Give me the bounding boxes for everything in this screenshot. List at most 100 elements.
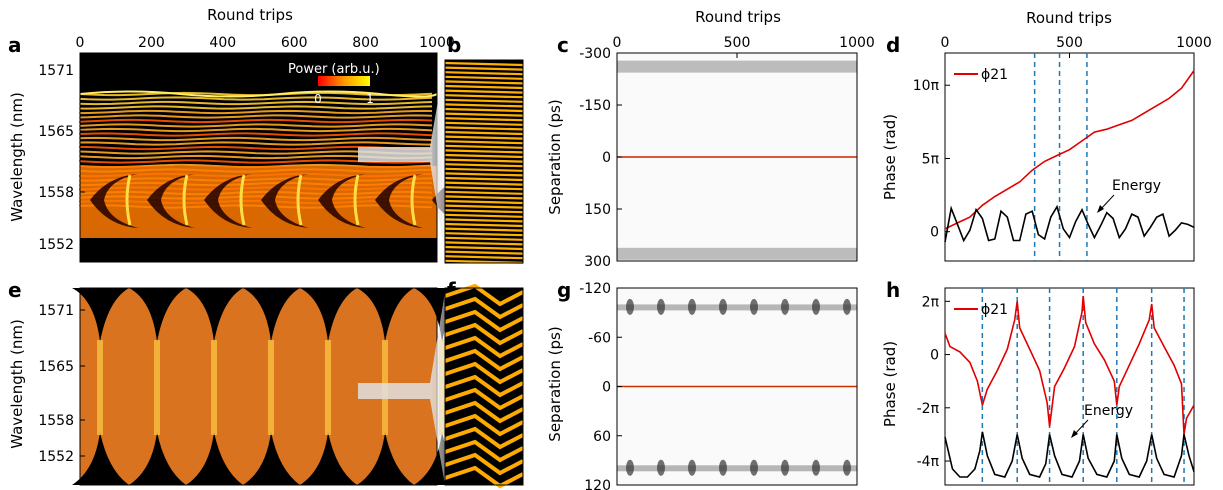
panel-b-fringe-31	[444, 204, 524, 209]
panel-b-fringe-2	[444, 71, 524, 76]
panel-e-ridge-4	[325, 340, 331, 435]
panel-g-ytick-label-2: 0	[602, 380, 611, 396]
panel-d-series-0	[944, 70, 1195, 230]
panel-a-fringe-4	[79, 109, 433, 115]
panel-c-band-top	[617, 60, 857, 73]
panel-a-fringe-5	[79, 114, 433, 119]
panel-b-fringe-8	[444, 98, 524, 103]
panel-c-band-bottom	[617, 247, 857, 260]
panel-f-fringe-2	[444, 309, 524, 333]
panel-e-ytick-label-1: 1565	[38, 359, 74, 375]
panel-b-fringe-15	[444, 130, 524, 136]
panel-f-fringe-1	[444, 296, 524, 320]
panel-a-fringe-8	[79, 127, 433, 133]
panel-a-xtick-label-3: 600	[281, 35, 308, 51]
panel-a-ytick-label-2: 1558	[38, 185, 74, 201]
panel-b-fringe-41	[444, 250, 524, 255]
panel-a-fringe-3	[79, 105, 433, 110]
panel-b-fringe-11	[444, 112, 524, 117]
panel-b-fringe-21	[444, 158, 524, 163]
panel-g-node-bottom-2	[688, 459, 696, 476]
panel-e-ridge-3	[268, 340, 274, 435]
panel-a-fringe-2	[79, 100, 433, 106]
panel-f-fringe-13	[444, 452, 524, 476]
panel-letter-d: d	[886, 33, 900, 57]
panel-b-fringe-35	[444, 222, 524, 228]
panel-e-ytick-label-0: 1571	[38, 303, 74, 319]
panel-g-band-top	[617, 304, 857, 311]
zoom-marker-a	[358, 147, 430, 162]
panel-e-ridge-2	[211, 340, 217, 435]
panel-b-fringe-0	[444, 61, 524, 67]
panel-f-fringe-6	[444, 361, 524, 385]
panel-e-top-lobe-4	[300, 288, 357, 342]
panel-b-fringe-3	[444, 75, 524, 80]
panel-letter-h: h	[886, 278, 900, 302]
panel-b-fringe-25	[444, 176, 524, 182]
panel-letter-e: e	[8, 278, 22, 302]
panel-c-ytick-label-1: -150	[579, 98, 611, 114]
panel-d-markers	[1033, 53, 1088, 261]
legend-text-h: ϕ21	[981, 302, 1008, 318]
panel-d-xticks: 0 500 1000	[941, 35, 1212, 58]
panel-b-fringe-1	[444, 66, 524, 71]
title-round-trips-d: Round trips	[1026, 9, 1112, 27]
panel-g-node-bottom-5	[781, 459, 789, 476]
panel-f-fringe-3	[444, 322, 524, 346]
panel-h-ytick-label-3: 2π	[922, 294, 940, 310]
panel-e-yticks: 1571 1565 1558 1552	[38, 303, 85, 465]
colorbar-label: Power (arb.u.)	[288, 62, 380, 77]
panel-b-fringe-17	[444, 140, 524, 145]
panel-b-fringe-33	[444, 213, 524, 218]
ylabel-c: Separation (ps)	[546, 99, 564, 214]
panel-g-node-top-2	[688, 298, 696, 315]
panel-h-lines	[944, 295, 1195, 478]
ylabel-g: Separation (ps)	[546, 326, 564, 441]
panel-g-node-top-4	[750, 298, 758, 315]
panel-a-breather-edge-4	[353, 174, 360, 226]
panel-letter-a: a	[8, 33, 22, 57]
panel-g-ytick-label-1: -60	[588, 330, 611, 346]
panel-a-breather-4	[318, 174, 366, 228]
panel-d-ytick-label-2: 10π	[913, 78, 940, 94]
panel-b-fringe-43	[444, 259, 524, 264]
panel-f-zoom-heatmap	[444, 283, 524, 489]
panel-c-ytick-label-2: 0	[602, 150, 611, 166]
panel-e-spectrum-heatmap: 1571 1565 1558 1552	[38, 287, 471, 486]
panel-c-xtick-label-0: 0	[613, 35, 622, 51]
panel-g-band-bottom	[617, 465, 857, 472]
panel-c-bands	[617, 60, 857, 260]
panel-d-ytick-label-0: 0	[930, 225, 939, 241]
panel-d-series-1	[944, 204, 1195, 243]
panel-d-yticks: 0 5π 10π	[913, 78, 950, 241]
panel-e-ytick-label-3: 1552	[38, 449, 74, 465]
panel-b-fringe-12	[444, 117, 524, 122]
title-round-trips-c: Round trips	[695, 8, 781, 26]
panel-g-node-bottom-0	[626, 459, 634, 476]
panel-a-ytick-label-1: 1565	[38, 124, 74, 140]
panel-a-breathing-pattern	[80, 166, 480, 238]
panel-a-breather-0	[90, 174, 138, 228]
panel-a-breather-edge-1	[182, 174, 189, 226]
panel-b-fringe-4	[444, 80, 524, 85]
panel-a-breather-5	[375, 174, 423, 228]
panel-e-top-lobe-5	[357, 288, 414, 342]
panel-a-breather-edge-2	[239, 174, 246, 226]
ylabel-e: Wavelength (nm)	[8, 319, 26, 449]
panel-a-breather-edge-5	[410, 174, 417, 226]
title-round-trips-a: Round trips	[207, 6, 293, 24]
panel-f-fringe-8	[444, 387, 524, 411]
panel-g-node-top-0	[626, 298, 634, 315]
panel-a-xtick-label-4: 800	[352, 35, 379, 51]
panel-c-ytick-label-4: 300	[584, 254, 611, 270]
panel-b-fringe-23	[444, 167, 524, 172]
panel-f-fringe-11	[444, 426, 524, 450]
panel-e-bottom-lobe-0	[72, 432, 129, 485]
panel-a-xtick-label-0: 0	[76, 35, 85, 51]
panel-a-fringe-9	[79, 132, 433, 137]
panel-g-node-top-7	[843, 298, 851, 315]
energy-annotation-d: Energy	[1112, 178, 1161, 194]
panel-c-xtick-label-2: 1000	[839, 35, 875, 51]
panel-a-fringe-7	[79, 123, 433, 128]
panel-a-xtick-label-5: 1000	[419, 35, 455, 51]
